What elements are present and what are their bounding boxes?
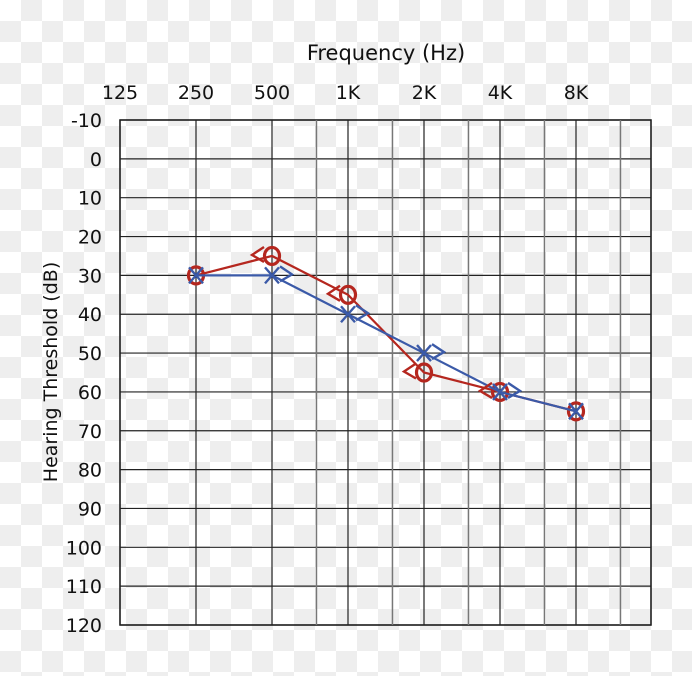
x-tick-label: 8K: [564, 82, 589, 104]
right-bracket-marker: [355, 304, 371, 322]
left-bracket-marker: [401, 362, 417, 380]
x-marker: [416, 344, 432, 362]
series-group: [186, 245, 586, 422]
plot-border: [119, 119, 652, 626]
left-bracket-marker: [477, 381, 493, 399]
circle-marker: [490, 381, 510, 403]
circle-marker: [566, 401, 586, 422]
circle-marker: [262, 245, 282, 267]
circle-marker: [338, 284, 358, 305]
x-tick-labels: 125 250 500 1K 2K 4K 8K: [102, 82, 589, 104]
y-tick-label: 20: [78, 227, 102, 249]
x-tick-label: 250: [178, 82, 214, 104]
y-tick-label: 120: [66, 615, 102, 637]
y-tick-label: 80: [78, 460, 102, 482]
x-tick-label: 125: [102, 82, 138, 104]
y-tick-label: 0: [90, 149, 102, 171]
y-tick-label: 30: [78, 265, 102, 287]
x-tick-label: 2K: [412, 82, 437, 104]
right-bracket-marker: [431, 343, 447, 361]
x-tick-label: 500: [254, 82, 290, 104]
circle-marker: [414, 362, 434, 383]
right-bracket-marker: [507, 381, 523, 399]
right-bracket-marker: [279, 265, 295, 283]
y-axis-title: Hearing Threshold (dB): [40, 262, 62, 482]
y-tick-label: 70: [78, 421, 102, 443]
grid: [119, 119, 652, 626]
x-tick-label: 1K: [336, 82, 361, 104]
y-tick-label: 60: [78, 382, 102, 404]
x-marker: [188, 266, 204, 285]
x-marker: [568, 402, 584, 421]
y-tick-label: 110: [66, 576, 102, 598]
x-marker: [264, 266, 280, 285]
y-tick-label: 100: [66, 537, 102, 559]
left-bracket-marker: [249, 245, 265, 263]
y-tick-label: 90: [78, 498, 102, 520]
y-tick-label: 40: [78, 304, 102, 326]
left-bracket-marker: [325, 284, 341, 302]
x-marker: [492, 383, 508, 401]
y-tick-label: 50: [78, 343, 102, 365]
x-tick-label: 4K: [488, 82, 513, 104]
x-marker: [340, 305, 356, 324]
y-tick-label: 10: [78, 188, 102, 210]
x-axis-title: Frequency (Hz): [307, 41, 465, 65]
y-tick-labels: -10 0 10 20 30 40 50 60 70 80 90 100 110 120: [66, 110, 102, 637]
y-tick-label: -10: [71, 110, 102, 132]
